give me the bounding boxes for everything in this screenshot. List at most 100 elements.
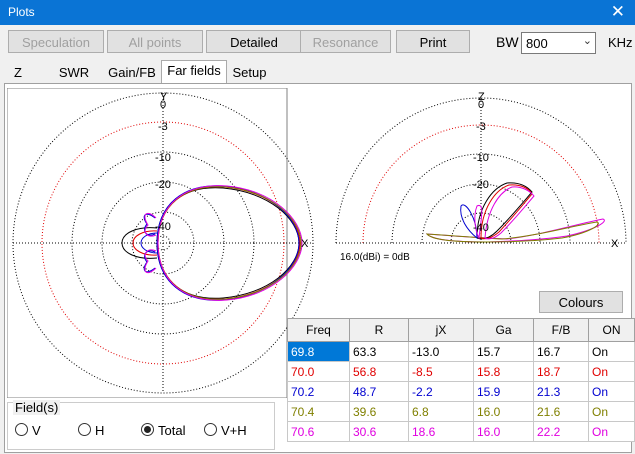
bw-label: BW bbox=[496, 34, 519, 50]
table-cell[interactable]: 21.6 bbox=[533, 401, 589, 422]
back-lobe-3 bbox=[140, 232, 158, 254]
el-ring-label-3: -3 bbox=[476, 121, 486, 133]
bw-select[interactable]: 800 ⌄ bbox=[521, 32, 596, 54]
table-row[interactable]: 70.6 30.6 18.6 16.0 22.2 On bbox=[287, 421, 635, 442]
resonance-button[interactable]: Resonance bbox=[300, 30, 391, 53]
back-lobe-1 bbox=[121, 227, 158, 259]
table-cell[interactable]: 70.4 bbox=[287, 401, 350, 422]
table-cell[interactable]: 18.6 bbox=[408, 421, 474, 442]
table-cell[interactable]: On bbox=[588, 401, 635, 422]
table-cell[interactable]: 56.8 bbox=[349, 361, 409, 382]
radio-label: V+H bbox=[221, 423, 247, 438]
axis-label-x: X bbox=[301, 238, 309, 250]
el-upper-lobe-3 bbox=[484, 186, 535, 240]
tab-gain-fb[interactable]: Gain/FB bbox=[108, 65, 156, 80]
table-cell[interactable]: 69.8 bbox=[287, 341, 350, 362]
table-cell[interactable]: 63.3 bbox=[349, 341, 409, 362]
col-fb[interactable]: F/B bbox=[533, 318, 589, 342]
side-lobe-bottom-2 bbox=[144, 249, 157, 274]
table-row[interactable]: 70.4 39.6 6.8 16.0 21.6 On bbox=[287, 401, 635, 422]
table-cell[interactable]: 70.6 bbox=[287, 421, 350, 442]
elevation-labels: Z X 0 -3 -10 -20 -40 bbox=[473, 91, 619, 250]
ring-label-0: 0 bbox=[160, 99, 166, 111]
table-cell[interactable]: On bbox=[588, 361, 635, 382]
detailed-button[interactable]: Detailed bbox=[206, 30, 302, 53]
table-cell[interactable]: 6.8 bbox=[408, 401, 474, 422]
table-row[interactable]: 69.8 63.3 -13.0 15.7 16.7 On bbox=[287, 341, 635, 362]
ring-label-3: -3 bbox=[158, 121, 168, 133]
all-points-button[interactable]: All points bbox=[107, 30, 203, 53]
el-ring-label-0: 0 bbox=[478, 99, 484, 111]
pattern-70-6 bbox=[157, 185, 303, 301]
radio-label: H bbox=[95, 423, 105, 438]
table-cell[interactable]: 15.8 bbox=[473, 361, 534, 382]
el-axis-label-x: X bbox=[611, 238, 619, 250]
radio-dot-selected bbox=[141, 423, 154, 436]
el-ring-label-20: -20 bbox=[473, 179, 489, 191]
table-cell[interactable]: 15.7 bbox=[473, 341, 534, 362]
el-ring-label-40: -40 bbox=[473, 222, 489, 234]
table-header-row: Freq R jX Ga F/B ON bbox=[287, 318, 635, 342]
el-small-lobe-2 bbox=[474, 204, 483, 240]
table-cell[interactable]: 16.0 bbox=[473, 401, 534, 422]
polar-plots: Y X 0 -3 -10 -20 -40 Z X 0 -3 -10 -20 -4… bbox=[7, 88, 627, 398]
tab-z[interactable]: Z bbox=[14, 65, 22, 80]
table-cell[interactable]: -13.0 bbox=[408, 341, 474, 362]
axis-label-y: Y bbox=[160, 91, 168, 103]
col-ga[interactable]: Ga bbox=[473, 318, 534, 342]
table-cell[interactable]: 18.7 bbox=[533, 361, 589, 382]
tab-far-fields[interactable]: Far fields bbox=[161, 60, 227, 84]
bw-value: 800 bbox=[526, 36, 548, 51]
radio-total[interactable]: Total bbox=[141, 423, 185, 439]
pattern-70-4 bbox=[157, 186, 302, 300]
table-cell[interactable]: 70.0 bbox=[287, 361, 350, 382]
table-cell[interactable]: 70.2 bbox=[287, 381, 350, 402]
table-cell[interactable]: On bbox=[588, 381, 635, 402]
radio-v-plus-h[interactable]: V+H bbox=[204, 423, 247, 439]
col-jx[interactable]: jX bbox=[408, 318, 474, 342]
radio-v[interactable]: V bbox=[15, 423, 41, 439]
tab-swr[interactable]: SWR bbox=[58, 65, 90, 80]
table-cell[interactable]: 16.7 bbox=[533, 341, 589, 362]
fields-title: Field(s) bbox=[13, 400, 61, 415]
speculation-button[interactable]: Speculation bbox=[8, 30, 104, 53]
title-bar: Plots ✕ bbox=[0, 0, 635, 25]
print-button[interactable]: Print bbox=[396, 30, 470, 53]
table-cell[interactable]: 39.6 bbox=[349, 401, 409, 422]
azimuth-plot bbox=[12, 92, 314, 394]
table-cell[interactable]: 48.7 bbox=[349, 381, 409, 402]
table-cell[interactable]: -8.5 bbox=[408, 361, 474, 382]
colours-button[interactable]: Colours bbox=[539, 291, 623, 313]
tab-setup[interactable]: Setup bbox=[232, 65, 267, 80]
radio-label: V bbox=[32, 423, 41, 438]
table-cell[interactable]: -2.2 bbox=[408, 381, 474, 402]
table-row[interactable]: 70.2 48.7 -2.2 15.9 21.3 On bbox=[287, 381, 635, 402]
radio-h[interactable]: H bbox=[78, 423, 104, 439]
col-freq[interactable]: Freq bbox=[287, 318, 350, 342]
table-cell[interactable]: 21.3 bbox=[533, 381, 589, 402]
col-on[interactable]: ON bbox=[588, 318, 635, 342]
table-cell[interactable]: 15.9 bbox=[473, 381, 534, 402]
table-cell[interactable]: 22.2 bbox=[533, 421, 589, 442]
radio-dot bbox=[78, 423, 91, 436]
back-lobe-2 bbox=[132, 230, 158, 256]
el-main-lobe-2 bbox=[425, 221, 599, 243]
table-cell[interactable]: On bbox=[588, 421, 635, 442]
chevron-down-icon[interactable]: ⌄ bbox=[582, 35, 592, 47]
ring-label-20: -20 bbox=[155, 179, 171, 191]
close-icon[interactable]: ✕ bbox=[610, 2, 625, 21]
table-cell[interactable]: On bbox=[588, 341, 635, 362]
el-upper-lobe-1 bbox=[476, 182, 533, 240]
elevation-plot bbox=[335, 97, 627, 244]
azimuth-labels: Y X 0 -3 -10 -20 -40 bbox=[155, 91, 309, 250]
fields-group bbox=[7, 402, 275, 450]
table-cell[interactable]: 16.0 bbox=[473, 421, 534, 442]
table-row[interactable]: 70.0 56.8 -8.5 15.8 18.7 On bbox=[287, 361, 635, 382]
side-lobe-top-2 bbox=[144, 212, 157, 237]
table-cell[interactable]: 30.6 bbox=[349, 421, 409, 442]
gain-reference-label: 16.0(dBi) = 0dB bbox=[340, 252, 410, 263]
col-r[interactable]: R bbox=[349, 318, 409, 342]
el-ring-0 bbox=[335, 97, 627, 244]
results-table: Freq R jX Ga F/B ON 69.8 63.3 -13.0 15.7 16.… bbox=[287, 318, 635, 442]
el-ring-10 bbox=[391, 153, 571, 244]
